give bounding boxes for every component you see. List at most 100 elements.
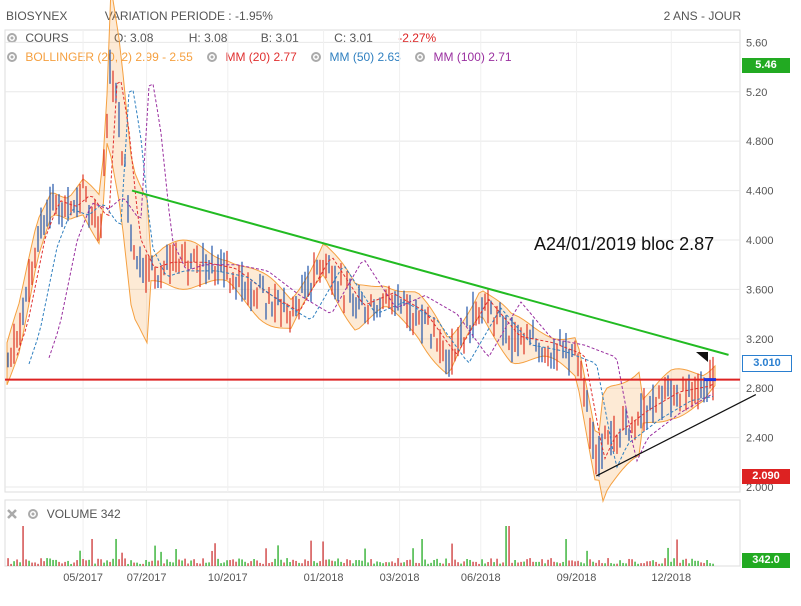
gear-icon[interactable] — [414, 51, 426, 63]
volume-bar — [16, 559, 18, 566]
volume-bar — [640, 563, 642, 566]
volume-bar — [589, 559, 591, 566]
volume-bar — [472, 561, 474, 566]
volume-bar — [328, 559, 330, 566]
volume-bar — [121, 552, 123, 566]
volume-bar — [523, 561, 525, 566]
volume-bar — [691, 558, 693, 566]
high-value: H: 3.08 — [188, 31, 228, 45]
price-tick-label: 5.60 — [746, 37, 767, 49]
mm50-label: MM (50) 2.63 — [329, 50, 401, 64]
volume-bar — [565, 539, 567, 566]
volume-bar — [379, 562, 381, 566]
volume-bar — [688, 563, 690, 566]
volume-bar — [622, 562, 624, 566]
volume-bar — [307, 560, 309, 566]
period-label[interactable]: 2 ANS - JOUR — [663, 9, 741, 23]
volume-bar — [274, 558, 276, 566]
volume-bar — [610, 563, 612, 566]
volume-bar — [226, 560, 228, 566]
volume-bar — [115, 538, 117, 566]
volume-bar — [598, 560, 600, 566]
volume-bar — [703, 562, 705, 566]
volume-bar — [625, 563, 627, 566]
volume-bar — [358, 560, 360, 566]
volume-bar — [94, 563, 96, 566]
volume-bar — [469, 559, 471, 566]
volume-bar — [46, 558, 48, 566]
volume-bar — [346, 559, 348, 566]
volume-bar — [133, 562, 135, 566]
volume-bar — [157, 560, 159, 566]
volume-bar — [211, 550, 213, 566]
volume-bar — [394, 562, 396, 566]
volume-bar — [229, 560, 231, 566]
volume-bar — [286, 558, 288, 566]
volume-bar — [643, 563, 645, 566]
volume-bar — [73, 562, 75, 566]
volume-bar — [91, 538, 93, 566]
trend-lines — [5, 189, 757, 477]
price-tick-label: 2.000 — [746, 482, 774, 494]
volume-bar — [409, 559, 411, 566]
volume-bar — [547, 559, 549, 566]
ohlc-row: COURS O: 3.08 H: 3.08 B: 3.01 C: 3.01 -2… — [6, 31, 436, 45]
open-value: O: 3.08 — [114, 31, 154, 45]
candles — [7, 49, 714, 477]
volume-bar — [373, 563, 375, 566]
volume-bar — [142, 563, 144, 566]
price-badge-green: 5.46 — [742, 58, 790, 73]
volume-bar — [304, 559, 306, 566]
gear-icon[interactable] — [206, 51, 218, 63]
volume-bar — [178, 559, 180, 566]
volume-bar — [520, 561, 522, 566]
gear-icon[interactable] — [6, 51, 18, 63]
volume-bar — [577, 560, 579, 566]
volume-bar — [430, 562, 432, 566]
volume-bar — [58, 561, 60, 566]
time-tick-label: 03/2018 — [380, 572, 420, 584]
volume-bar — [667, 547, 669, 566]
volume-bar — [88, 559, 90, 566]
volume-bar — [436, 558, 438, 566]
close-icon[interactable] — [6, 508, 18, 520]
volume-bar — [106, 560, 108, 566]
volume-bar — [70, 563, 72, 566]
volume-bar — [67, 560, 69, 566]
volume-bar — [355, 560, 357, 566]
volume-bar — [268, 563, 270, 566]
uptrend-line — [596, 394, 757, 477]
volume-bar — [670, 561, 672, 566]
volume-bar — [313, 561, 315, 566]
volume-bar — [28, 560, 30, 566]
volume-bar — [319, 561, 321, 566]
volume-bar — [553, 561, 555, 566]
volume-bar — [568, 560, 570, 566]
volume-bar — [637, 563, 639, 566]
volume-bar — [334, 561, 336, 566]
volume-bar — [502, 562, 504, 566]
resistance-line — [131, 189, 729, 356]
gear-icon[interactable] — [310, 51, 322, 63]
price-tick-label: 5.20 — [746, 87, 767, 99]
mm100-line — [48, 83, 714, 463]
volume-bar — [586, 550, 588, 566]
volume-bar — [655, 561, 657, 566]
volume-bar — [403, 562, 405, 566]
gear-icon[interactable] — [27, 508, 39, 520]
mm20-label: MM (20) 2.77 — [225, 50, 297, 64]
volume-bar — [295, 560, 297, 566]
volume-bar — [697, 560, 699, 566]
volume-bar — [385, 562, 387, 566]
volume-badge: 342.0 — [742, 553, 790, 568]
close-value: C: 3.01 — [334, 31, 373, 45]
volume-bar — [400, 562, 402, 566]
volume-bar — [259, 562, 261, 566]
volume-bar — [181, 560, 183, 566]
volume-bar — [412, 548, 414, 566]
volume-bar — [19, 562, 21, 566]
volume-bar — [709, 563, 711, 566]
volume-bar — [607, 558, 609, 566]
volume-bar — [508, 526, 510, 566]
